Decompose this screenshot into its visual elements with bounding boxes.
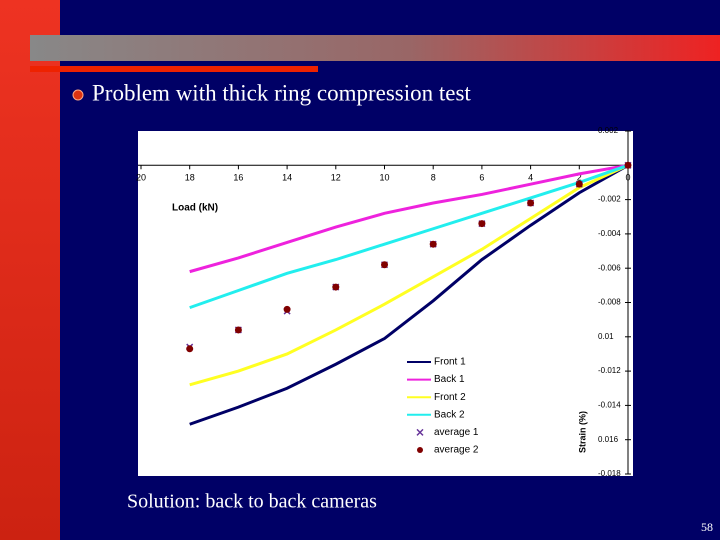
point xyxy=(624,161,632,169)
legend-label: Back 2 xyxy=(434,409,465,420)
y-tick-label: 0.01 xyxy=(598,332,614,341)
x-tick-label: 12 xyxy=(331,173,341,183)
x-tick-label: 2 xyxy=(577,173,582,183)
x-tick-label: 8 xyxy=(431,173,436,183)
y-tick-label: -0.002 xyxy=(598,195,621,204)
series-line xyxy=(189,163,629,310)
series-line xyxy=(189,163,629,426)
y-tick-label: -0.006 xyxy=(598,263,621,272)
legend-label: average 2 xyxy=(434,445,479,456)
series-line xyxy=(189,163,629,387)
x-tick-label: 10 xyxy=(379,173,389,183)
x-tick-label: 0 xyxy=(625,173,630,183)
x-tick-label: 18 xyxy=(185,173,195,183)
side-strip xyxy=(0,0,60,540)
point xyxy=(234,326,242,334)
point xyxy=(575,180,583,188)
slide-title: Problem with thick ring compression test xyxy=(92,80,471,105)
legend-label: average 1 xyxy=(434,427,479,438)
legend-marker xyxy=(417,447,423,453)
x-tick-label: 20 xyxy=(136,173,146,183)
y-tick-label: -0.008 xyxy=(598,298,621,307)
x-tick-label: 16 xyxy=(233,173,243,183)
x-tick-label: 14 xyxy=(282,173,292,183)
footer-text: Solution: back to back cameras xyxy=(127,491,377,513)
point xyxy=(332,283,340,291)
x-tick-label: 6 xyxy=(479,173,484,183)
point xyxy=(527,199,535,207)
top-band xyxy=(30,35,720,61)
point xyxy=(478,220,486,228)
bullet xyxy=(72,89,84,101)
y-tick-label: 0.002 xyxy=(598,126,619,135)
page-number: 58 xyxy=(701,520,713,534)
point xyxy=(381,261,388,269)
point xyxy=(429,240,437,248)
x-axis-label: Load (kN) xyxy=(172,203,218,214)
y-tick-label: 0.016 xyxy=(598,435,619,444)
y-axis-label: Strain (%) xyxy=(577,411,587,453)
y-tick-label: -0.004 xyxy=(598,229,621,238)
point xyxy=(186,345,194,353)
y-tick-label: -0.014 xyxy=(598,401,621,410)
chart: 20 18 16 14 12 10 8 6 4 2 00.002-0.002-0.004-0.006… xyxy=(136,126,632,478)
series-line xyxy=(189,163,629,274)
x-tick-label: 4 xyxy=(528,173,533,183)
legend-label: Front 2 xyxy=(434,392,466,403)
y-tick-label: -0.012 xyxy=(598,366,621,375)
y-tick-label: -0.018 xyxy=(598,469,621,478)
legend-marker xyxy=(416,428,424,436)
legend-label: Front 1 xyxy=(434,357,466,368)
legend-label: Back 1 xyxy=(434,374,465,385)
underline xyxy=(30,66,318,72)
point xyxy=(283,305,291,313)
